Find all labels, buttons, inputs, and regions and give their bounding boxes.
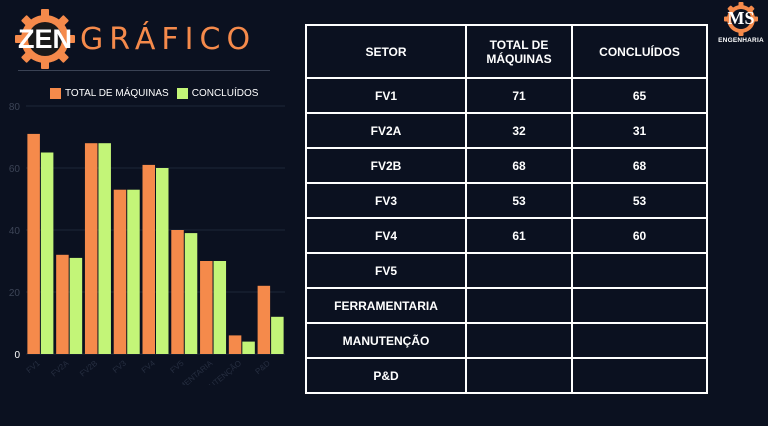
gear-icon [15, 9, 75, 69]
x-tick-label: FERRAMENTARIA [157, 358, 215, 385]
sector-table: SETOR TOTAL DE MÁQUINAS CONCLUÍDOS FV1 7… [305, 24, 708, 394]
header-total-label: TOTAL DE MÁQUINAS [486, 37, 552, 66]
bar-chart: 0 20 40 60 80 FV1 FV2A FV2B FV3 FV4 FV5FERRAMENTA… [9, 102, 285, 385]
cell-setor: FV5 [305, 252, 467, 289]
x-tick-label: P&D [254, 358, 273, 376]
bar-done [271, 316, 284, 354]
cell-concluidos: 60 [571, 217, 708, 254]
table-row: FV2B 68 68 [305, 147, 708, 184]
cell-setor: FV4 [305, 217, 467, 254]
x-axis-ticks: FV1 FV2A FV2B FV3 FV4 FV5FERRAMENTARIAMANUTEN… [25, 358, 272, 385]
x-tick-label: FV2B [78, 359, 99, 379]
cell-concluidos [571, 322, 708, 359]
x-tick-label: FV2A [49, 358, 71, 378]
table-row: P&D [305, 357, 708, 394]
legend-label-total: TOTAL DE MÁQUINAS [65, 88, 169, 99]
cell-concluidos: 65 [571, 77, 708, 114]
table-row: FV5 [305, 252, 708, 289]
bar-done [98, 143, 111, 354]
bar-done [156, 168, 169, 354]
x-tick-label: FV5 [169, 358, 186, 375]
legend-item-done: CONCLUÍDOS [176, 88, 259, 99]
chart-bars [27, 133, 284, 354]
ms-gear-mark: MS [723, 2, 759, 36]
cell-total [465, 287, 573, 324]
cell-concluidos [571, 252, 708, 289]
bar-done [69, 257, 83, 354]
cell-setor: P&D [305, 357, 467, 394]
cell-concluidos: 53 [571, 182, 708, 219]
bar-total [200, 261, 213, 354]
y-tick-label: 80 [9, 102, 21, 113]
cell-setor: FV1 [305, 77, 467, 114]
bar-total [171, 230, 184, 354]
header-concluidos: CONCLUÍDOS [571, 24, 708, 79]
cell-total: 53 [465, 182, 573, 219]
chart-grid [26, 105, 285, 355]
cell-total: 71 [465, 77, 573, 114]
x-tick-label: FV4 [140, 358, 157, 375]
zengrafico-logo: ZEN GRÁFICO [14, 9, 257, 69]
bar-done [184, 233, 198, 354]
cell-total [465, 357, 573, 394]
cell-total: 61 [465, 217, 573, 254]
bar-total [257, 285, 271, 354]
cell-setor: FV2B [305, 147, 467, 184]
cell-setor: FV3 [305, 182, 467, 219]
bar-done [40, 152, 54, 354]
x-tick-label: FV1 [25, 358, 42, 375]
table-header-row: SETOR TOTAL DE MÁQUINAS CONCLUÍDOS [305, 24, 708, 79]
y-tick-label: 20 [9, 288, 21, 299]
bar-total [84, 143, 98, 354]
logo-grafico-text: GRÁFICO [80, 21, 257, 57]
cell-concluidos [571, 287, 708, 324]
table-row: FERRAMENTARIA [305, 287, 708, 324]
table-row: MANUTENÇÃO [305, 322, 708, 359]
table-row: FV4 61 60 [305, 217, 708, 254]
cell-setor: MANUTENÇÃO [305, 322, 467, 359]
header-setor: SETOR [305, 24, 467, 79]
company-name: ENGENHARIA [718, 37, 764, 44]
legend-item-total: TOTAL DE MÁQUINAS [50, 88, 169, 99]
y-tick-label: 0 [14, 350, 20, 361]
cell-concluidos: 31 [571, 112, 708, 149]
table-row: FV2A 32 31 [305, 112, 708, 149]
cell-total [465, 252, 573, 289]
cell-setor: FV2A [305, 112, 467, 149]
bar-total [228, 335, 242, 354]
header-total: TOTAL DE MÁQUINAS [465, 24, 573, 79]
bar-total [56, 254, 69, 354]
y-axis-ticks: 0 20 40 60 80 [9, 102, 21, 361]
x-tick-label: FV3 [111, 358, 128, 375]
logo-divider [18, 70, 270, 71]
bar-done [242, 341, 255, 354]
cell-setor: FERRAMENTARIA [305, 287, 467, 324]
bar-done [213, 261, 227, 354]
bar-total [142, 164, 155, 354]
y-tick-label: 60 [9, 164, 21, 175]
legend-label-done: CONCLUÍDOS [191, 88, 259, 99]
cell-total: 68 [465, 147, 573, 184]
gear-icon [724, 2, 758, 36]
cell-total [465, 322, 573, 359]
y-tick-label: 40 [9, 226, 21, 237]
cell-concluidos [571, 357, 708, 394]
legend-swatch-done [176, 88, 188, 99]
bar-total [113, 189, 127, 354]
ms-logo-text: MS [727, 8, 755, 28]
cell-total: 32 [465, 112, 573, 149]
logo-zen-text: ZEN [18, 23, 72, 54]
table-row: FV3 53 53 [305, 182, 708, 219]
ms-engenharia-logo: MS ENGENHARIA [716, 2, 766, 44]
cell-concluidos: 68 [571, 147, 708, 184]
legend-swatch-total [50, 88, 61, 99]
bar-total [27, 133, 40, 354]
chart-legend: TOTAL DE MÁQUINAS CONCLUÍDOS [50, 88, 258, 99]
bar-done [127, 189, 140, 354]
table-row: FV1 71 65 [305, 77, 708, 114]
